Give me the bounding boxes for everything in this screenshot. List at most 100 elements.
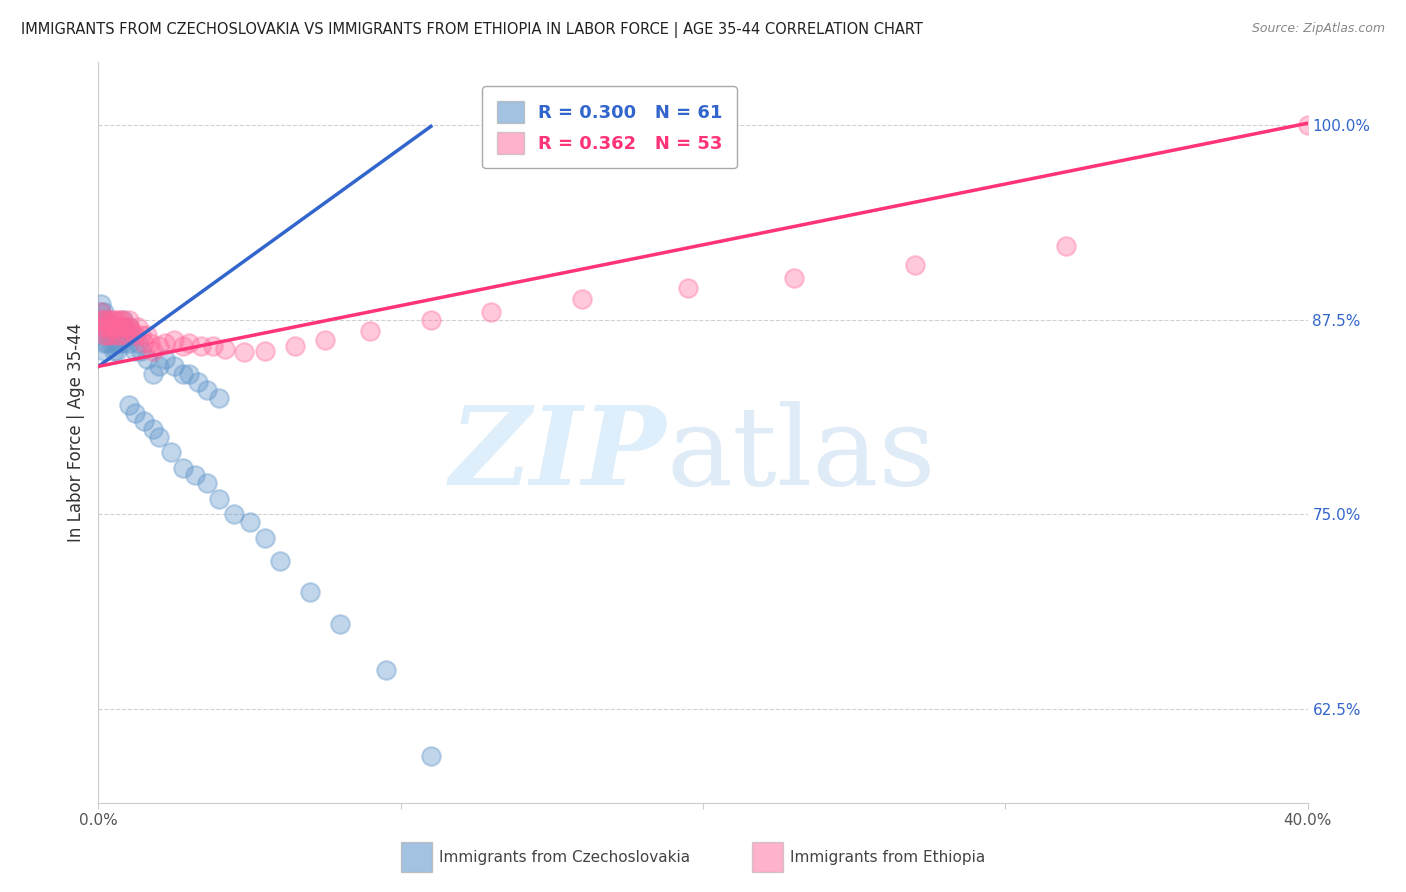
Point bbox=[299, 585, 322, 599]
Point bbox=[239, 515, 262, 529]
Point bbox=[135, 351, 157, 366]
Point bbox=[329, 616, 352, 631]
Text: Immigrants from Ethiopia: Immigrants from Ethiopia bbox=[790, 850, 986, 864]
Point bbox=[148, 429, 170, 443]
Point bbox=[129, 343, 152, 358]
Point bbox=[314, 333, 336, 347]
Point bbox=[93, 312, 115, 326]
Point bbox=[111, 312, 134, 326]
Point bbox=[90, 320, 112, 334]
Text: atlas: atlas bbox=[666, 401, 936, 508]
Point bbox=[1296, 118, 1319, 132]
Point bbox=[184, 468, 207, 483]
Point bbox=[571, 293, 593, 307]
Point bbox=[129, 328, 152, 343]
Point bbox=[783, 270, 806, 285]
Point bbox=[100, 328, 122, 343]
Point bbox=[93, 328, 115, 343]
Point bbox=[100, 320, 122, 334]
Point bbox=[420, 312, 443, 326]
Point bbox=[105, 328, 128, 343]
Point bbox=[96, 328, 118, 343]
Point bbox=[96, 312, 118, 326]
Point bbox=[93, 320, 115, 334]
Point bbox=[253, 531, 276, 545]
Point bbox=[103, 320, 125, 334]
Legend: R = 0.300   N = 61, R = 0.362   N = 53: R = 0.300 N = 61, R = 0.362 N = 53 bbox=[482, 87, 737, 169]
Point bbox=[90, 305, 112, 319]
Point bbox=[105, 320, 128, 334]
Point bbox=[360, 324, 382, 338]
Point bbox=[904, 258, 927, 272]
Point bbox=[148, 359, 170, 374]
Point bbox=[224, 508, 246, 522]
Point bbox=[127, 320, 149, 334]
Point bbox=[676, 281, 699, 295]
Point bbox=[118, 336, 141, 351]
Point bbox=[108, 336, 131, 351]
Point bbox=[481, 305, 503, 319]
Bar bbox=[752, 842, 783, 872]
Point bbox=[103, 320, 125, 334]
Point bbox=[153, 336, 176, 351]
Point bbox=[139, 336, 162, 351]
Point bbox=[118, 320, 141, 334]
Point bbox=[93, 336, 115, 351]
Point bbox=[118, 398, 141, 412]
Point bbox=[190, 339, 212, 353]
Point bbox=[172, 339, 194, 353]
Point bbox=[105, 312, 128, 326]
Point bbox=[420, 749, 443, 764]
Point bbox=[108, 320, 131, 334]
Point bbox=[111, 312, 134, 326]
Point bbox=[105, 320, 128, 334]
Point bbox=[93, 312, 115, 326]
Point bbox=[214, 343, 236, 357]
Point bbox=[90, 305, 112, 319]
Point bbox=[90, 312, 112, 326]
Point bbox=[96, 320, 118, 334]
Point bbox=[103, 343, 125, 358]
Point bbox=[96, 328, 118, 343]
Point bbox=[142, 343, 165, 358]
Point bbox=[105, 343, 128, 358]
Point bbox=[105, 336, 128, 351]
Bar bbox=[401, 842, 432, 872]
Point bbox=[121, 324, 143, 338]
Point bbox=[100, 312, 122, 326]
Point bbox=[148, 339, 170, 353]
Point bbox=[232, 345, 254, 359]
Text: Immigrants from Czechoslovakia: Immigrants from Czechoslovakia bbox=[439, 850, 690, 864]
Point bbox=[108, 328, 131, 343]
Point bbox=[202, 339, 225, 353]
Text: ZIP: ZIP bbox=[450, 401, 666, 508]
Point bbox=[93, 320, 115, 334]
Point bbox=[172, 460, 194, 475]
Point bbox=[96, 320, 118, 334]
Y-axis label: In Labor Force | Age 35-44: In Labor Force | Age 35-44 bbox=[66, 323, 84, 542]
Point bbox=[179, 367, 201, 381]
Point bbox=[163, 333, 186, 347]
Point bbox=[93, 305, 115, 319]
Point bbox=[114, 328, 136, 343]
Point bbox=[135, 328, 157, 343]
Point bbox=[118, 312, 141, 326]
Point bbox=[103, 312, 125, 326]
Point bbox=[118, 320, 141, 334]
Point bbox=[93, 343, 115, 358]
Point bbox=[127, 336, 149, 351]
Point bbox=[124, 406, 146, 420]
Point bbox=[374, 663, 396, 677]
Point bbox=[142, 422, 165, 436]
Point bbox=[114, 328, 136, 343]
Point bbox=[124, 328, 146, 343]
Point bbox=[114, 320, 136, 334]
Point bbox=[153, 351, 176, 366]
Point bbox=[100, 320, 122, 334]
Point bbox=[142, 367, 165, 381]
Text: Source: ZipAtlas.com: Source: ZipAtlas.com bbox=[1251, 22, 1385, 36]
Point bbox=[96, 336, 118, 351]
Point bbox=[253, 343, 276, 358]
Point bbox=[100, 328, 122, 343]
Point bbox=[121, 328, 143, 343]
